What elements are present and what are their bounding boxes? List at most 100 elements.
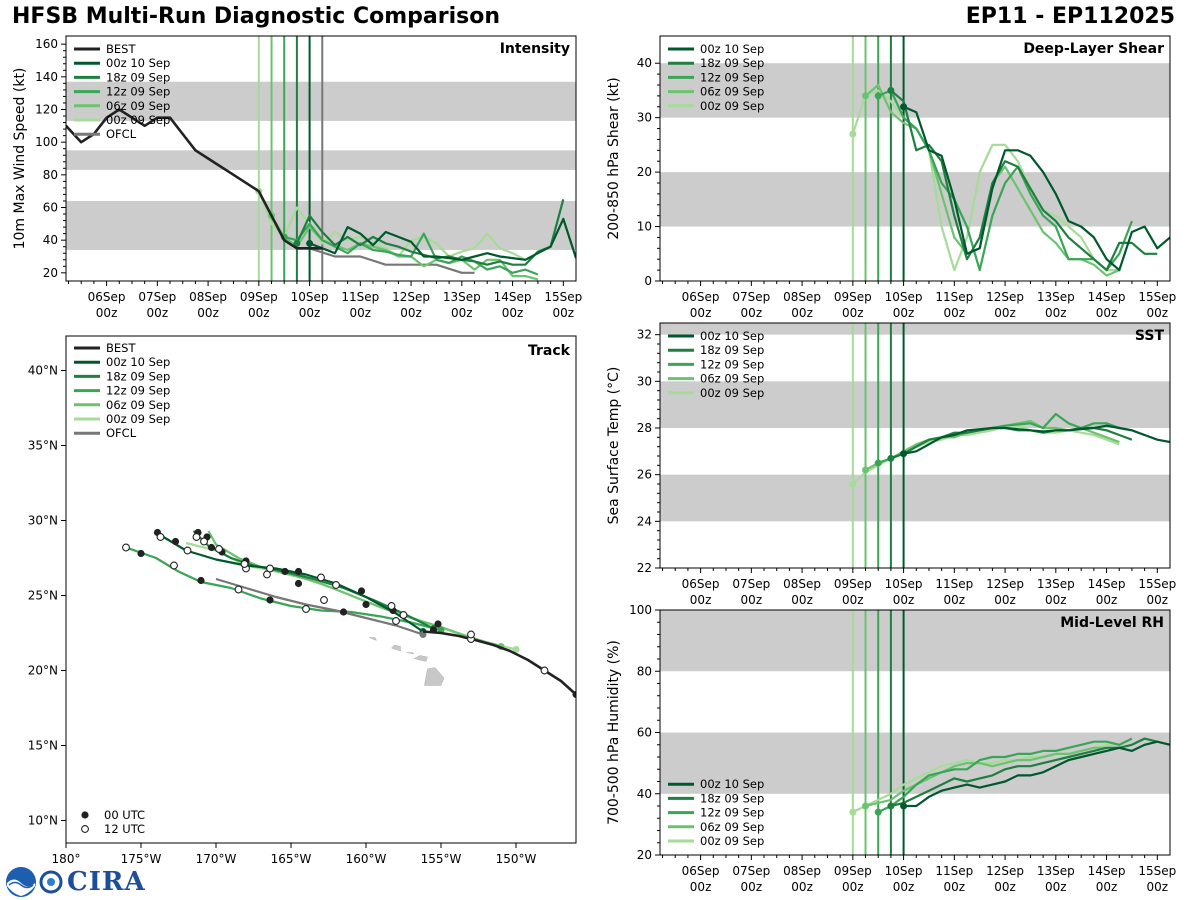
panel-title: Deep-Layer Shear [1023,41,1164,57]
series-start-point [900,103,908,111]
x-tick-label-date: 08Sep [189,290,227,304]
axes-frame [65,35,577,282]
position-12utc-marker [332,581,340,589]
legend-label: 00z 10 Sep [700,329,764,343]
y-tick-label: 60 [43,201,58,215]
legend-label: 18z 09 Sep [700,343,764,357]
x-tick-label-hour: 00z [690,880,712,894]
y-tick-label: 60 [637,726,652,740]
x-tick-label-hour: 00z [400,306,422,320]
storm-id-title: EP11 - EP112025 [965,4,1175,29]
legend-label: 06z 09 Sep [700,372,764,386]
x-tick-label: 150°W [496,852,537,866]
y-tick-label: 10°N [28,814,58,828]
x-tick-label-hour: 00z [944,880,966,894]
x-tick-label-date: 07Sep [732,290,770,304]
position-00utc-marker [266,596,274,604]
y-axis-label: 700-500 hPa Humidity (%) [606,640,622,825]
x-tick-label-date: 12Sep [986,577,1024,591]
track-line-00z-10-sep [155,531,424,633]
axes-frame [65,335,577,844]
legend-label: 00z 09 Sep [700,834,764,848]
position-12utc-marker [156,533,165,541]
y-tick-label: 35°N [28,439,58,453]
panel-shear: 0 10 20 30 40 06Sep 00z 07Sep 00z 08Sep 00z 09Sep 00… [606,35,1176,320]
position-00utc-marker [207,543,216,552]
x-tick-label-date: 11Sep [935,864,973,878]
position-00utc-marker [137,549,145,558]
position-12utc-marker [263,570,271,579]
legend-label: 12z 09 Sep [106,384,170,398]
x-tick-label-date: 13Sep [443,290,481,304]
y-tick-label: 100 [35,135,58,149]
position-12utc-marker [399,611,408,619]
x-tick-label-date: 06Sep [682,290,720,304]
axes-frame [659,322,1171,569]
plot-area [660,610,1170,855]
x-tick-label-hour: 00z [791,880,813,894]
legend-label: 18z 09 Sep [106,70,170,84]
x-tick-label-hour: 00z [741,306,763,320]
series-line-ofcl [309,247,475,274]
x-tick-label-date: 14Sep [1088,290,1126,304]
series-line-00z-10-sep [903,105,1170,272]
panel-sst: 22 24 26 28 30 32 06Sep 00z 07Sep 00z 08Sep 00z 09Se… [606,322,1176,607]
x-tick-label-hour: 00z [96,306,118,320]
position-12utc-marker [234,585,243,594]
series-start-point [900,802,908,810]
legend-12utc-label: 12 UTC [104,822,145,836]
y-axis-label: Sea Surface Temp (°C) [606,367,622,525]
plot-area [660,323,1170,568]
x-tick-label-hour: 00z [1147,593,1169,607]
threshold-band [660,172,1170,227]
y-tick-label: 10 [637,220,652,234]
x-tick-label: 180° [52,852,81,866]
series-start-point [849,808,857,816]
series-line-12z-09-sep [283,222,539,276]
legend-label: 12z 09 Sep [106,85,170,99]
x-tick-label-date: 15Sep [1138,864,1176,878]
x-tick-label-date: 07Sep [732,577,770,591]
x-tick-label-hour: 00z [994,593,1016,607]
x-tick-label-hour: 00z [248,306,270,320]
x-tick-label-date: 10Sep [291,290,329,304]
legend-label: 00z 10 Sep [700,42,764,56]
x-tick-label-hour: 00z [197,306,219,320]
y-tick-label: 28 [637,421,652,435]
x-tick-label-date: 09Sep [834,864,872,878]
x-tick-label-date: 13Sep [1037,577,1075,591]
series-start-point [849,480,857,488]
x-tick-label-date: 15Sep [1138,290,1176,304]
x-tick-label-hour: 00z [994,306,1016,320]
threshold-band [66,81,576,121]
series-line-06z-09-sep [865,746,1120,808]
x-tick-label-date: 06Sep [682,577,720,591]
x-tick-label-date: 12Sep [986,290,1024,304]
legend-label: BEST [106,341,136,355]
series-start-point [887,802,895,810]
x-tick-label-hour: 00z [451,306,473,320]
legend-label: 00z 09 Sep [700,386,764,400]
x-tick-label-date: 06Sep [682,864,720,878]
threshold-band [660,63,1170,118]
y-tick-label: 80 [637,664,652,678]
island-landmass [406,652,415,655]
position-00utc-marker [339,608,348,616]
x-tick-label-hour: 00z [1096,880,1118,894]
x-tick-label-date: 15Sep [544,290,582,304]
y-tick-label: 30°N [28,514,58,528]
axes-frame [659,35,1171,282]
position-00utc-marker [429,626,438,634]
x-tick-label-date: 08Sep [783,290,821,304]
x-tick-label-hour: 00z [944,593,966,607]
y-tick-label: 40 [637,787,652,801]
x-tick-label-hour: 00z [893,880,915,894]
island-landmass [368,637,378,641]
legend-00utc-label: 00 UTC [104,808,145,822]
y-tick-label: 140 [35,70,58,84]
x-tick-label-hour: 00z [741,593,763,607]
y-tick-label: 120 [35,103,58,117]
y-tick-label: 20 [43,266,58,280]
y-tick-label: 160 [35,37,58,51]
